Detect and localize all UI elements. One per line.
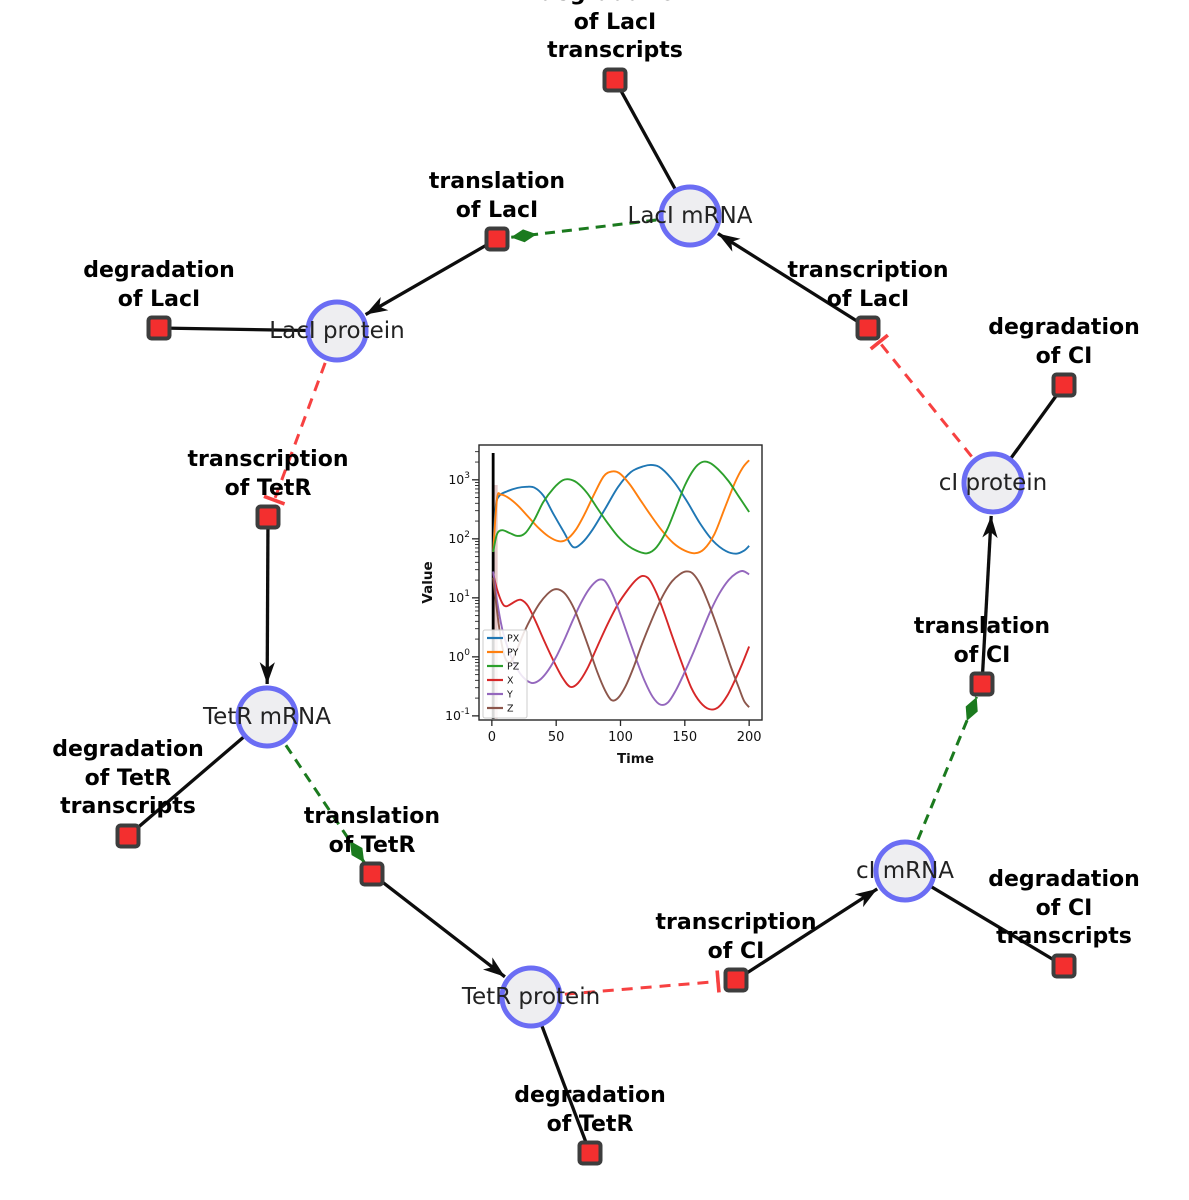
edge-production — [735, 887, 879, 982]
reaction-square — [115, 823, 141, 849]
x-tick-label: 50 — [548, 730, 565, 745]
reaction-square — [577, 1140, 603, 1166]
series-PZ — [492, 460, 750, 555]
species-label: LacI mRNA — [627, 203, 753, 229]
reaction-square — [855, 315, 881, 341]
reaction-label: degradation of TetR transcripts — [52, 737, 204, 820]
species-circle — [873, 839, 937, 903]
reaction-label: degradation of LacI transcripts — [539, 0, 691, 64]
y-tick-label: 100 — [448, 648, 470, 664]
edge-modifier — [284, 744, 366, 864]
reaction-square — [602, 67, 628, 93]
species-label: LacI protein — [269, 318, 405, 344]
series-Y — [492, 570, 750, 706]
reaction-square — [723, 967, 749, 993]
reaction-label: transcription of TetR — [187, 446, 349, 501]
series-Z — [492, 570, 750, 708]
y-tick-label: 102 — [448, 530, 470, 546]
reaction-label: transcription of CI — [655, 909, 817, 964]
chart-xlabel: Time — [617, 751, 654, 767]
species-label: cI mRNA — [855, 858, 955, 884]
reaction-label: degradation of CI — [988, 314, 1140, 369]
reaction-square — [1051, 953, 1077, 979]
edge-inhibition — [263, 362, 327, 506]
reaction-square — [484, 226, 510, 252]
series-PY — [492, 459, 750, 555]
y-tick-label: 103 — [448, 471, 470, 487]
x-tick-label: 150 — [672, 730, 697, 745]
edge-modifier — [916, 696, 979, 841]
species-label: TetR protein — [461, 984, 601, 1010]
chart-ylabel: Value — [420, 561, 436, 603]
legend-label: Y — [506, 690, 513, 701]
edge-inhibition — [564, 970, 721, 996]
reaction-square — [255, 504, 281, 530]
legend-label: PY — [507, 648, 519, 659]
species-circle — [961, 451, 1025, 515]
edge-production — [717, 232, 869, 330]
reaction-label: translation of LacI — [428, 168, 566, 223]
x-tick-label: 0 — [488, 730, 496, 745]
species-circle — [499, 965, 563, 1029]
species-circle — [658, 184, 722, 248]
y-tick-label: 101 — [448, 589, 470, 605]
reaction-label: degradation of TetR — [514, 1082, 666, 1137]
edge-production — [980, 515, 998, 685]
edge-inhibition — [869, 333, 973, 458]
legend-label: X — [507, 676, 514, 687]
reaction-square — [359, 861, 385, 887]
chart-series-group — [492, 459, 751, 711]
series-X — [492, 573, 751, 711]
species-label: TetR mRNA — [203, 704, 331, 730]
y-tick-label: 10-1 — [445, 707, 470, 723]
reaction-square — [146, 315, 172, 341]
reaction-label: translation of TetR — [303, 803, 441, 858]
legend-label: PZ — [507, 662, 520, 673]
legend-label: PX — [507, 634, 520, 645]
reaction-square — [1051, 372, 1077, 398]
edge-production — [364, 237, 498, 316]
reaction-label: transcription of LacI — [787, 257, 949, 312]
edge-production — [259, 516, 275, 685]
x-tick-label: 100 — [608, 730, 633, 745]
series-PX — [492, 463, 750, 555]
species-circle — [235, 685, 299, 749]
reaction-label: degradation of CI transcripts — [988, 867, 1140, 950]
species-label: cI protein — [938, 470, 1048, 496]
reaction-label: translation of CI — [913, 613, 1051, 668]
inset-chart: 0 50 100 150 20010-1100101102103TimeValuePXP… — [420, 444, 763, 767]
species-circle — [305, 299, 369, 363]
x-tick-label: 200 — [737, 730, 762, 745]
edge-production — [370, 872, 506, 979]
reaction-label: degradation of LacI — [83, 257, 235, 312]
reaction-square — [969, 671, 995, 697]
edge-modifier — [510, 218, 657, 243]
chart-legend: PX PY PZ XYZ — [482, 629, 528, 719]
legend-label: Z — [507, 704, 514, 715]
